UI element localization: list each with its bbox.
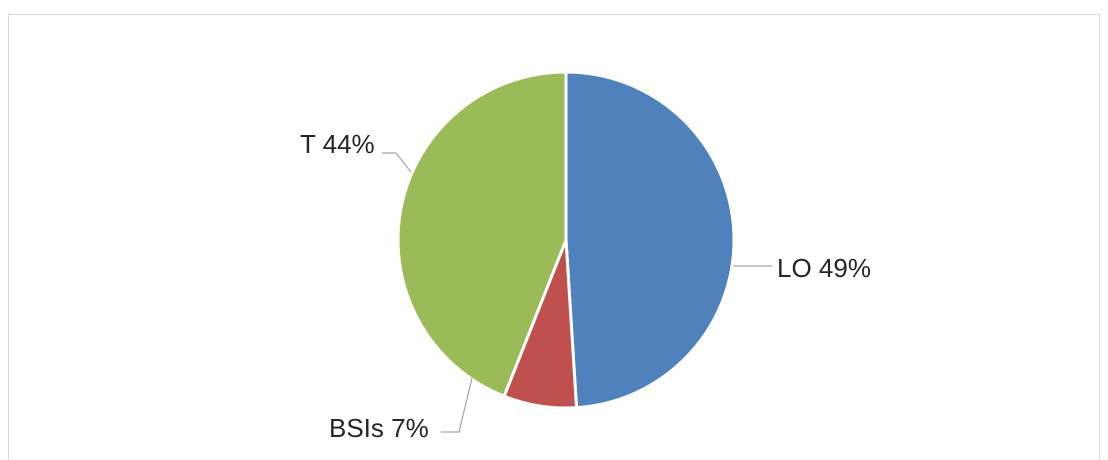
pie-slice-t (396, 70, 568, 398)
pie-slices (396, 70, 736, 410)
data-label-t: T 44% (300, 129, 375, 159)
chart-area (8, 14, 1100, 460)
data-label-bsis: BSIs 7% (329, 413, 429, 443)
leader-lines (382, 152, 772, 433)
data-labels: LO 49% BSIs 7% T 44% (300, 129, 871, 443)
pie-slice-lo (564, 70, 736, 410)
data-label-lo: LO 49% (777, 253, 871, 283)
leader-line-bsis (441, 377, 473, 433)
leader-line-t (382, 152, 412, 173)
